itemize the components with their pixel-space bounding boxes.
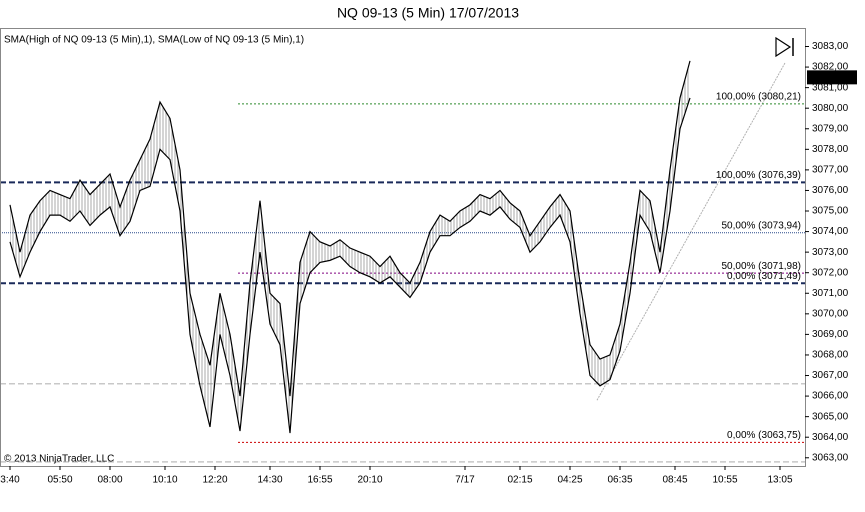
y-tick-label: 3076,00	[812, 185, 849, 196]
y-tick-label: 3082,00	[812, 62, 849, 73]
x-tick-label: 06:35	[607, 475, 632, 486]
x-tick-label: 04:25	[557, 475, 582, 486]
plot-frame	[0, 28, 806, 467]
last-price-label: 3081,50	[811, 72, 848, 83]
x-tick-label: 08:00	[97, 475, 122, 486]
y-tick-label: 3078,00	[812, 144, 849, 155]
y-tick-label: 3073,00	[812, 247, 849, 258]
x-tick-label: 08:45	[662, 475, 687, 486]
x-tick-label: 3:40	[0, 475, 20, 486]
y-tick-label: 3065,00	[812, 411, 849, 422]
indicator-label: SMA(High of NQ 09-13 (5 Min),1), SMA(Low…	[4, 35, 304, 46]
y-tick-label: 3070,00	[812, 308, 849, 319]
y-tick-label: 3063,00	[812, 452, 849, 463]
x-tick-label: 10:55	[712, 475, 737, 486]
play-icon[interactable]	[775, 36, 794, 58]
y-tick-label: 3069,00	[812, 329, 849, 340]
level-label: 50,00% (3071,98)	[721, 261, 801, 272]
y-tick-label: 3077,00	[812, 165, 849, 176]
y-tick-label: 3081,00	[812, 82, 849, 93]
x-tick-label: 13:05	[767, 475, 792, 486]
level-label: 0,00% (3063,75)	[727, 430, 801, 441]
y-tick-label: 3075,00	[812, 206, 849, 217]
y-tick-label: 3083,00	[812, 41, 849, 52]
level-label: 50,00% (3073,94)	[721, 220, 801, 231]
level-label: 100,00% (3076,39)	[716, 170, 801, 181]
x-tick-label: 10:10	[152, 475, 177, 486]
y-tick-label: 3071,00	[812, 288, 849, 299]
trend-line	[596, 62, 786, 401]
price-line	[9, 60, 691, 397]
x-tick-label: 05:50	[47, 475, 72, 486]
chart-title: NQ 09-13 (5 Min) 17/07/2013	[337, 5, 519, 21]
x-tick-label: 12:20	[202, 475, 227, 486]
last-price-box	[807, 70, 857, 85]
x-tick-label: 7/17	[455, 475, 475, 486]
y-tick-label: 3068,00	[812, 350, 849, 361]
level-label: 0,00% (3071,49)	[727, 271, 801, 282]
price-line	[9, 97, 691, 434]
y-tick-label: 3064,00	[812, 432, 849, 443]
x-tick-label: 20:10	[357, 475, 382, 486]
y-tick-label: 3067,00	[812, 370, 849, 381]
y-tick-label: 3079,00	[812, 123, 849, 134]
y-tick-label: 3074,00	[812, 226, 849, 237]
y-tick-label: 3066,00	[812, 391, 849, 402]
x-tick-label: 02:15	[507, 475, 532, 486]
x-tick-label: 14:30	[257, 475, 282, 486]
copyright: © 2013 NinjaTrader, LLC	[4, 454, 114, 465]
y-tick-label: 3072,00	[812, 267, 849, 278]
y-tick-label: 3080,00	[812, 103, 849, 114]
plot-area: 100,00% (3080,21) 100,00% (3076,39) 50,00%…	[0, 60, 805, 463]
level-label: 100,00% (3080,21)	[716, 92, 801, 103]
x-tick-label: 16:55	[307, 475, 332, 486]
